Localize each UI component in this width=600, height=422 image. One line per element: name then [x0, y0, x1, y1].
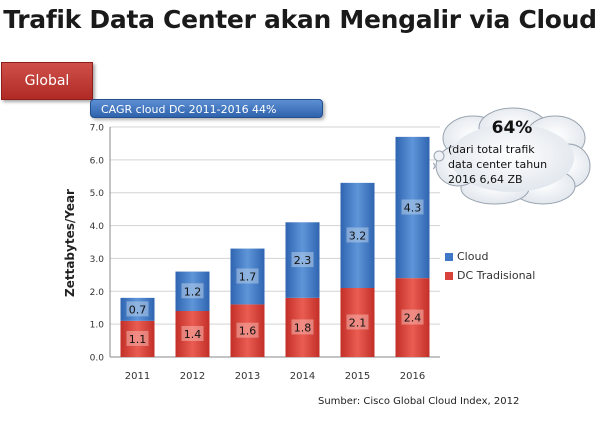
data-label-bg [236, 322, 259, 338]
y-tick-label: 5.0 [90, 189, 105, 199]
x-tick-label: 2011 [125, 371, 150, 382]
callout-text: (dari total trafik data center tahun 201… [448, 143, 548, 186]
source-note: Sumber: Cisco Global Cloud Index, 2012 [318, 396, 520, 407]
data-label-bg [291, 319, 314, 335]
data-label-cloud-2015: 3.2 [349, 229, 367, 242]
x-tick-label: 2016 [400, 371, 425, 382]
data-label-dc-2012: 1.4 [184, 328, 202, 341]
y-axis-label: Zettabytes/Year [63, 189, 77, 297]
data-label-cloud-2014: 2.3 [294, 254, 312, 267]
data-label-bg [291, 252, 314, 268]
legend-swatch-cloud [445, 253, 453, 261]
legend-label-dc: DC Tradisional [457, 269, 536, 282]
legend-item-dc: DC Tradisional [445, 269, 595, 282]
y-tick-label: 7.0 [90, 124, 105, 134]
cagr-banner: CAGR cloud DC 2011-2016 44% [90, 99, 323, 118]
data-label-cloud-2012: 1.2 [184, 285, 202, 298]
y-tick-label: 2.0 [90, 288, 105, 298]
x-tick-label: 2012 [180, 371, 205, 382]
cloud-shape-icon [433, 107, 591, 205]
data-label-dc-2015: 2.1 [349, 317, 367, 330]
data-label-bg [346, 227, 369, 243]
x-tick-label: 2014 [290, 371, 315, 382]
data-label-bg [346, 314, 369, 330]
y-tick-label: 6.0 [90, 156, 105, 166]
data-label-bg [181, 283, 204, 299]
y-tick-label: 4.0 [90, 222, 105, 232]
callout-bubble: 64% (dari total trafik data center tahun… [433, 106, 591, 206]
slide-title: Trafik Data Center akan Mengalir via Clo… [3, 5, 597, 34]
data-label-cloud-2011: 0.7 [129, 303, 147, 316]
legend-item-cloud: Cloud [445, 250, 595, 263]
data-label-dc-2011: 1.1 [129, 333, 147, 346]
region-label: Global [1, 62, 93, 100]
data-label-dc-2013: 1.6 [239, 325, 257, 338]
data-label-bg [126, 330, 149, 346]
x-tick-label: 2015 [345, 371, 370, 382]
callout-percent: 64% [491, 118, 533, 138]
legend-label-cloud: Cloud [457, 250, 489, 263]
data-label-bg [401, 199, 424, 215]
data-label-bg [181, 326, 204, 341]
x-tick-label: 2013 [235, 371, 260, 382]
data-label-bg [401, 309, 424, 325]
data-label-dc-2016: 2.4 [404, 312, 422, 325]
data-label-dc-2014: 1.8 [294, 321, 312, 334]
data-label-bg [236, 268, 259, 284]
data-label-cloud-2016: 4.3 [404, 202, 422, 215]
y-tick-label: 1.0 [90, 321, 105, 331]
legend-swatch-dc [445, 272, 453, 280]
y-tick-label: 0.0 [90, 354, 105, 364]
y-tick-label: 3.0 [90, 255, 105, 265]
data-label-cloud-2013: 1.7 [239, 271, 257, 284]
data-label-bg [126, 301, 149, 317]
